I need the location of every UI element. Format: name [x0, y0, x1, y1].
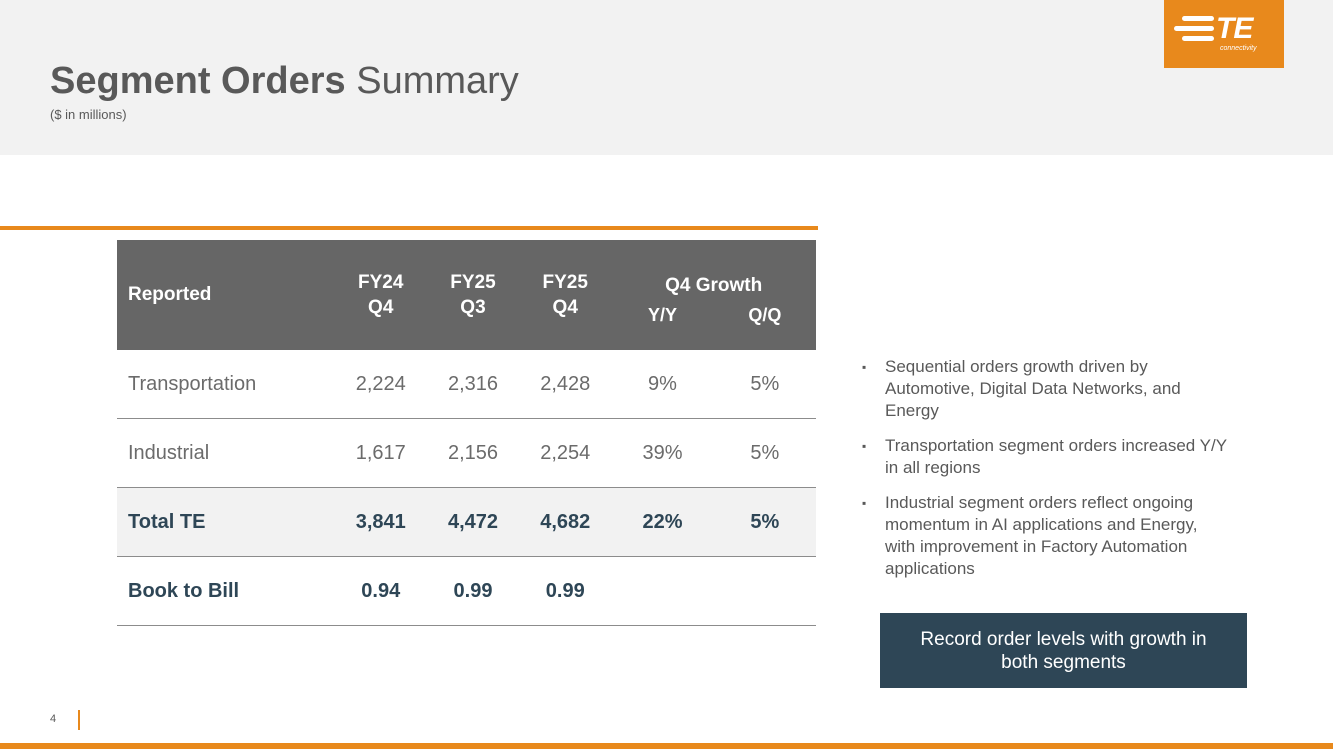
header-reported: Reported	[117, 240, 335, 350]
logo-mark: TE	[1216, 12, 1253, 45]
page-title: Segment Orders Summary	[50, 60, 519, 103]
cell-fy25q3: 4,472	[426, 487, 520, 557]
header-band	[0, 0, 1333, 155]
bullet-item: Industrial segment orders reflect ongoin…	[862, 492, 1227, 580]
header-fy25q4-line2: Q4	[552, 297, 578, 318]
cell-fy25q4: 2,428	[519, 350, 612, 419]
commentary-bullets: Sequential orders growth driven by Autom…	[862, 356, 1227, 593]
cell-fy24q4: 0.94	[334, 556, 427, 626]
cell-fy25q4: 2,254	[519, 418, 612, 488]
row-label: Industrial	[117, 418, 335, 488]
cell-yy: 22%	[611, 487, 714, 557]
cell-yy: 9%	[611, 350, 714, 419]
header-fy25q4: FY25 Q4	[519, 240, 612, 350]
row-label: Total TE	[117, 487, 335, 557]
cell-qq: 5%	[713, 350, 816, 419]
cell-qq: 5%	[713, 418, 816, 488]
cell-fy24q4: 1,617	[334, 418, 427, 488]
cell-yy: 39%	[611, 418, 714, 488]
table-accent-line	[0, 226, 818, 230]
table-row-transportation: Transportation 2,224 2,316 2,428 9% 5%	[117, 350, 816, 419]
header-fy24q4-line1: FY24	[358, 272, 404, 293]
header-fy25q3-line2: Q3	[460, 297, 486, 318]
bullet-item: Transportation segment orders increased …	[862, 435, 1227, 479]
header-fy24q4-line2: Q4	[368, 297, 394, 318]
table-row-book-to-bill: Book to Bill 0.94 0.99 0.99	[117, 556, 816, 626]
table-row-total: Total TE 3,841 4,472 4,682 22% 5%	[117, 487, 816, 557]
bullet-item: Sequential orders growth driven by Autom…	[862, 356, 1227, 422]
callout-text: Record order levels with growth in both …	[920, 628, 1207, 673]
page-subtitle: ($ in millions)	[50, 107, 127, 122]
callout-box: Record order levels with growth in both …	[880, 613, 1247, 688]
table-row-industrial: Industrial 1,617 2,156 2,254 39% 5%	[117, 418, 816, 488]
footer-accent-line	[0, 743, 1333, 749]
logo-subtext: connectivity	[1220, 45, 1257, 52]
cell-fy25q3: 0.99	[426, 556, 520, 626]
page-number: 4	[50, 713, 57, 725]
cell-fy25q4: 0.99	[519, 556, 612, 626]
header-fy25q4-line1: FY25	[542, 272, 588, 293]
te-logo-stripes-icon	[1174, 16, 1214, 41]
cell-fy25q3: 2,156	[426, 418, 520, 488]
cell-fy25q4: 4,682	[519, 487, 612, 557]
title-light: Summary	[356, 60, 519, 102]
cell-qq: 5%	[713, 487, 816, 557]
cell-fy24q4: 2,224	[334, 350, 427, 419]
header-fy25q3: FY25 Q3	[426, 240, 520, 350]
cell-fy25q3: 2,316	[426, 350, 520, 419]
header-yy: Y/Y	[611, 303, 714, 350]
cell-yy	[611, 556, 714, 626]
cell-fy24q4: 3,841	[334, 487, 427, 557]
row-label: Transportation	[117, 350, 335, 419]
header-fy24q4: FY24 Q4	[334, 240, 427, 350]
title-bold: Segment Orders	[50, 60, 346, 102]
segment-orders-table: Reported FY24 Q4 FY25 Q3 FY25 Q4 Q4 Grow…	[117, 240, 816, 626]
header-q4-growth: Q4 Growth	[611, 240, 816, 303]
page-number-divider	[78, 710, 80, 730]
te-logo: TE connectivity	[1164, 0, 1284, 68]
cell-qq	[713, 556, 816, 626]
row-label: Book to Bill	[117, 556, 335, 626]
header-qq: Q/Q	[713, 303, 816, 350]
header-fy25q3-line1: FY25	[450, 272, 496, 293]
